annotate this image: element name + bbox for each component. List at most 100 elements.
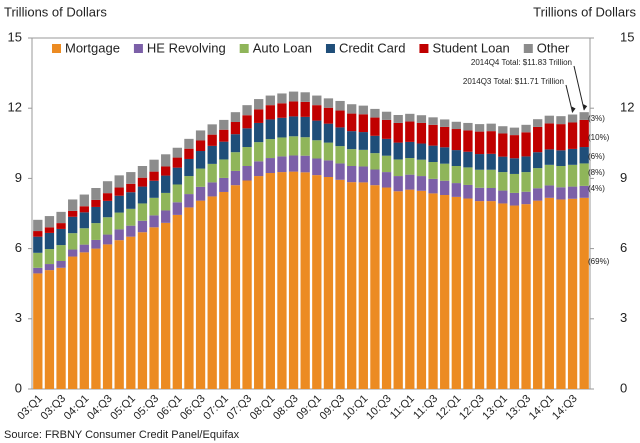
bar-segment — [579, 147, 589, 164]
bar-segment — [277, 156, 287, 173]
bar-segment — [474, 131, 485, 155]
bar-segment — [102, 217, 113, 235]
bar-segment — [474, 169, 485, 188]
bar-segment — [265, 105, 275, 120]
bar-segment — [486, 153, 496, 170]
bar-segment — [33, 252, 43, 268]
bar-segment — [347, 149, 357, 166]
bar-segment — [102, 193, 113, 201]
bar-segment — [312, 140, 322, 159]
bar-segment — [242, 115, 252, 129]
bar-segment — [405, 121, 415, 142]
bar-segment — [33, 273, 43, 389]
x-tick-label: 05:Q3 — [132, 393, 162, 423]
bar-segment — [347, 131, 357, 150]
bar-segment — [521, 172, 531, 192]
bar-segment — [68, 256, 78, 389]
bar-segment — [533, 188, 543, 201]
plot-frame — [31, 37, 591, 390]
bar-segment — [556, 187, 566, 200]
y-tick-label: 3 — [15, 310, 22, 325]
bar-segment — [358, 132, 368, 150]
bar-segment — [381, 155, 392, 173]
bar-segment — [195, 168, 206, 187]
bar-segment — [114, 175, 124, 188]
bar-segment — [393, 142, 403, 160]
bar-segment — [56, 223, 66, 229]
bar-segment — [405, 189, 415, 389]
share-label: (10%) — [588, 133, 610, 142]
bar-segment — [161, 222, 171, 389]
bar-segment — [312, 175, 322, 389]
bar-segment — [277, 93, 287, 104]
bar-segment — [440, 180, 450, 196]
bar-segment — [242, 165, 252, 181]
bar-segment — [567, 122, 578, 149]
bar-segment — [56, 267, 66, 389]
y-tick-label: 0 — [15, 380, 22, 395]
bar-segment — [137, 186, 148, 204]
bar-segment — [381, 172, 392, 188]
bar-segment — [428, 193, 438, 389]
x-tick-label: 09:Q3 — [318, 393, 348, 423]
bar-segment — [323, 176, 334, 389]
bar-segment — [79, 194, 89, 207]
bar-segment — [451, 150, 461, 166]
bar-segment — [68, 249, 78, 257]
bar-segment — [242, 147, 252, 166]
bar-segment — [242, 105, 252, 116]
bar-segment — [358, 149, 368, 167]
bar-segment — [277, 137, 287, 157]
bar-segment — [91, 223, 101, 240]
bar-segment — [509, 127, 520, 136]
bar-segment — [300, 172, 310, 389]
bar-segment — [544, 149, 554, 165]
bar-segment — [323, 160, 334, 177]
bar-segment — [126, 225, 136, 237]
bar-segment — [137, 203, 148, 221]
bar-segment — [358, 105, 368, 115]
bar-segment — [370, 117, 380, 136]
y-axis-label: Trillions of Dollars — [4, 4, 107, 19]
bar-segment — [277, 172, 287, 389]
bar-segment — [544, 164, 554, 186]
bar-segment — [300, 155, 310, 173]
bar-segment — [91, 248, 101, 389]
bar-segment — [44, 270, 55, 389]
bar-segment — [335, 127, 345, 147]
bar-segment — [335, 163, 345, 180]
bar-segment — [161, 192, 171, 211]
bar-segment — [79, 244, 89, 253]
bar-segment — [428, 145, 438, 163]
legend-label: Credit Card — [339, 40, 405, 55]
annotation: 2014Q4 Total: $11.83 Trillion — [471, 58, 572, 67]
bar-segment — [300, 137, 310, 156]
bar-segment — [463, 151, 473, 168]
bar-segment — [579, 112, 589, 120]
bar-segment — [219, 119, 229, 130]
bar-segment — [498, 203, 508, 389]
bar-segment — [498, 172, 508, 191]
bar-segment — [486, 123, 496, 132]
x-tick-label: 11:Q3 — [411, 393, 440, 422]
bar-segment — [137, 220, 148, 233]
bar-segment — [288, 171, 299, 389]
bar-segment — [381, 187, 392, 389]
bar-segment — [544, 123, 554, 150]
bar-segment — [254, 99, 264, 110]
bar-segment — [254, 142, 264, 162]
bar-segment — [521, 132, 531, 157]
annotation-arrow — [573, 65, 585, 111]
bar-segment — [254, 161, 264, 177]
bar-segment — [533, 200, 543, 389]
bar-segment — [347, 182, 357, 389]
bar-segment — [91, 206, 101, 224]
bar-segment — [288, 155, 299, 172]
bar-segment — [114, 229, 124, 241]
bar-segment — [347, 165, 357, 183]
bar-segment — [498, 156, 508, 173]
bar-segment — [207, 134, 217, 146]
y2-axis-label: Trillions of Dollars — [533, 4, 636, 19]
bar-segment — [405, 174, 415, 190]
bar-segment — [521, 124, 531, 133]
